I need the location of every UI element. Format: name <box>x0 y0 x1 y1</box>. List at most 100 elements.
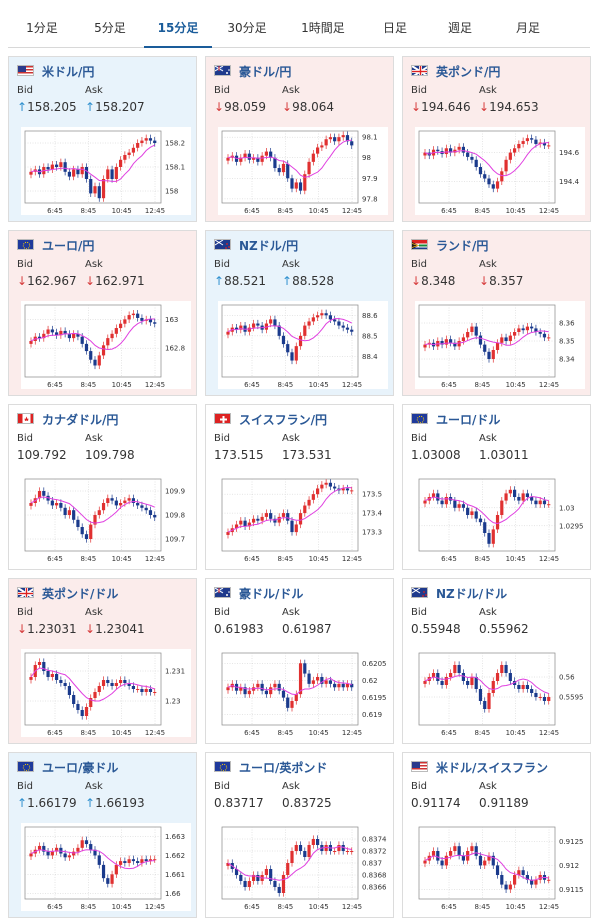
tab-weekly[interactable]: 週足 <box>447 21 472 35</box>
candle-body <box>474 677 478 689</box>
candle-body <box>324 482 328 485</box>
tab-5min[interactable]: 5分足 <box>94 21 126 35</box>
candle-body <box>436 673 440 681</box>
currency-card[interactable]: スイスフラン/円 Bid Ask 173.515 173.531 6:45 8:45 10:4… <box>205 404 394 570</box>
currency-card[interactable]: ユーロ/ドル Bid Ask 1.03008 1.03011 6:45 8:45 10:45 1… <box>402 404 591 570</box>
currency-pair-link[interactable]: NZドル/円 <box>239 239 299 253</box>
y-tick-label: 8.34 <box>559 356 575 364</box>
tab-1min[interactable]: 1分足 <box>26 21 58 35</box>
currency-card[interactable]: ランド/円 Bid Ask ↓8.348 ↓8.357 6:45 8:45 10:45 12:4… <box>402 230 591 396</box>
candle-body <box>243 881 247 887</box>
mini-chart[interactable]: 6:45 8:45 10:45 12:45 109.9 109.8 109.7 <box>21 475 191 563</box>
candlestick-chart: 6:45 8:45 10:45 12:45 0.8374 0.8372 0.837 0.836… <box>221 826 387 911</box>
currency-card[interactable]: 豪ドル/円 Bid Ask ↓98.059 ↓98.064 6:45 8:45 10:45 12… <box>205 56 394 222</box>
mini-chart[interactable]: 6:45 8:45 10:45 12:45 163 162.8 <box>21 301 191 389</box>
mini-chart[interactable]: 6:45 8:45 10:45 12:45 8.36 8.35 8.34 <box>415 301 585 389</box>
candle-body <box>29 503 33 506</box>
y-tick-label: 98.1 <box>362 134 378 142</box>
bid-label: Bid <box>17 607 33 618</box>
currency-pair-link[interactable]: ユーロ/英ポンド <box>239 761 328 775</box>
mini-chart[interactable]: 6:45 8:45 10:45 12:45 98.1 98 97.9 97.8 <box>218 127 388 215</box>
candle-body <box>93 359 97 366</box>
currency-card[interactable]: 米ドル/円 Bid Ask ↑158.205 ↑158.207 6:45 8:45 10:45… <box>8 56 197 222</box>
currency-pair-link[interactable]: カナダドル/円 <box>42 413 119 427</box>
candle-body <box>119 861 123 865</box>
candle-body <box>453 149 457 153</box>
candle-body <box>234 327 239 330</box>
currency-card[interactable]: 米ドル/スイスフラン Bid Ask 0.91174 0.91189 6:45 8:45 10… <box>402 752 591 918</box>
mini-chart[interactable]: 6:45 8:45 10:45 12:45 158.2 158.1 158 <box>21 127 191 215</box>
currency-pair-link[interactable]: NZドル/ドル <box>436 587 508 601</box>
currency-card[interactable]: ユーロ/円 Bid Ask ↓162.967 ↓162.971 6:45 8:45 10:45… <box>8 230 197 396</box>
currency-pair-link[interactable]: 米ドル/円 <box>42 65 95 79</box>
ask-price: 0.61987 <box>282 622 332 636</box>
x-tick-label: 10:45 <box>309 381 329 389</box>
currency-card[interactable]: 豪ドル/ドル Bid Ask 0.61983 0.61987 6:45 8:45 10:45 1… <box>205 578 394 744</box>
currency-pair-link[interactable]: ランド/円 <box>436 239 489 253</box>
tab-monthly[interactable]: 月足 <box>515 21 540 35</box>
candle-body <box>97 510 101 515</box>
candle-body <box>46 851 50 856</box>
currency-pair-link[interactable]: ユーロ/豪ドル <box>42 761 119 775</box>
mini-chart[interactable]: 6:45 8:45 10:45 12:45 0.8374 0.8372 0.837 0.836… <box>218 823 388 911</box>
mini-chart[interactable]: 6:45 8:45 10:45 12:45 1.663 1.662 1.661 1.66 <box>21 823 191 911</box>
currency-pair-link[interactable]: 英ポンド/ドル <box>42 587 119 601</box>
mini-chart[interactable]: 6:45 8:45 10:45 12:45 88.6 88.5 88.4 <box>218 301 388 389</box>
currency-pair-link[interactable]: スイスフラン/円 <box>239 413 328 427</box>
candle-body <box>226 157 230 161</box>
mini-chart[interactable]: 6:45 8:45 10:45 12:45 0.56 0.5595 <box>415 649 585 737</box>
mini-chart[interactable]: 6:45 8:45 10:45 12:45 194.6 194.4 <box>415 127 585 215</box>
mini-chart[interactable]: 6:45 8:45 10:45 12:45 1.231 1.23 <box>21 649 191 737</box>
candle-body <box>127 683 131 686</box>
candle-body <box>239 157 243 162</box>
currency-card[interactable]: NZドル/ドル Bid Ask 0.55948 0.55962 6:45 8:45 10:45… <box>402 578 591 744</box>
mini-chart[interactable]: 6:45 8:45 10:45 12:45 173.5 173.4 173.3 <box>218 475 388 563</box>
candle-body <box>500 337 504 343</box>
currency-pair-link[interactable]: ユーロ/円 <box>42 239 95 253</box>
candle-body <box>461 855 465 861</box>
currency-card[interactable]: 英ポンド/ドル Bid Ask ↓1.23031 ↓1.23041 6:45 8:45 10:… <box>8 578 197 744</box>
candle-body <box>281 690 286 698</box>
currency-card[interactable]: カナダドル/円 Bid Ask 109.792 109.798 6:45 8:45 10:45… <box>8 404 197 570</box>
tab-1hour[interactable]: 1時間足 <box>301 21 345 35</box>
candle-body <box>341 845 345 851</box>
tab-15min[interactable]: 15分足 <box>144 8 212 48</box>
y-tick-label: 1.23 <box>165 698 181 706</box>
candle-body <box>521 328 525 331</box>
currency-pair-link[interactable]: 豪ドル/ドル <box>239 587 304 601</box>
mini-chart[interactable]: 6:45 8:45 10:45 12:45 0.9125 0.912 0.9115 <box>415 823 585 911</box>
tab-daily[interactable]: 日足 <box>382 21 407 35</box>
candle-body <box>114 864 118 875</box>
y-tick-label: 0.912 <box>559 862 579 870</box>
ask-value: 0.91189 <box>479 796 529 810</box>
candle-body <box>84 534 89 539</box>
y-tick-label: 173.5 <box>362 491 382 499</box>
candle-body <box>101 345 106 356</box>
moving-average-line <box>30 318 155 350</box>
candle-body <box>333 319 337 322</box>
x-tick-label: 10:45 <box>112 555 132 563</box>
candle-body <box>239 520 243 525</box>
currency-pair-link[interactable]: 米ドル/スイスフラン <box>436 761 549 775</box>
candle-body <box>470 156 474 160</box>
candle-body <box>123 500 127 503</box>
currency-card[interactable]: ユーロ/豪ドル Bid Ask ↑1.66179 ↑1.66193 6:45 8:45 10:… <box>8 752 197 918</box>
candle-body <box>333 137 337 142</box>
x-tick-label: 12:45 <box>342 729 362 737</box>
currency-pair-link[interactable]: 豪ドル/円 <box>239 65 292 79</box>
candle-body <box>470 846 474 851</box>
currency-pair-link[interactable]: ユーロ/ドル <box>436 413 501 427</box>
candle-body <box>508 673 512 681</box>
currency-card[interactable]: NZドル/円 Bid Ask ↑88.521 ↑88.528 6:45 8:45 10:45 1… <box>205 230 394 396</box>
currency-card[interactable]: ユーロ/英ポンド Bid Ask 0.83717 0.83725 6:45 8:45 10:4… <box>205 752 394 918</box>
currency-card[interactable]: 英ポンド/円 Bid Ask ↓194.646 ↓194.653 6:45 8:45 10:4… <box>402 56 591 222</box>
ask-value: 1.03011 <box>479 448 529 462</box>
candle-body <box>123 680 127 683</box>
x-tick-label: 8:45 <box>80 207 96 215</box>
candle-body <box>281 335 286 345</box>
mini-chart[interactable]: 6:45 8:45 10:45 12:45 0.6205 0.62 0.6195 0.619 <box>218 649 388 737</box>
currency-pair-link[interactable]: 英ポンド/円 <box>436 65 501 79</box>
mini-chart[interactable]: 6:45 8:45 10:45 12:45 1.03 1.0295 <box>415 475 585 563</box>
moving-average-line <box>424 142 549 177</box>
tab-30min[interactable]: 30分足 <box>227 21 267 35</box>
